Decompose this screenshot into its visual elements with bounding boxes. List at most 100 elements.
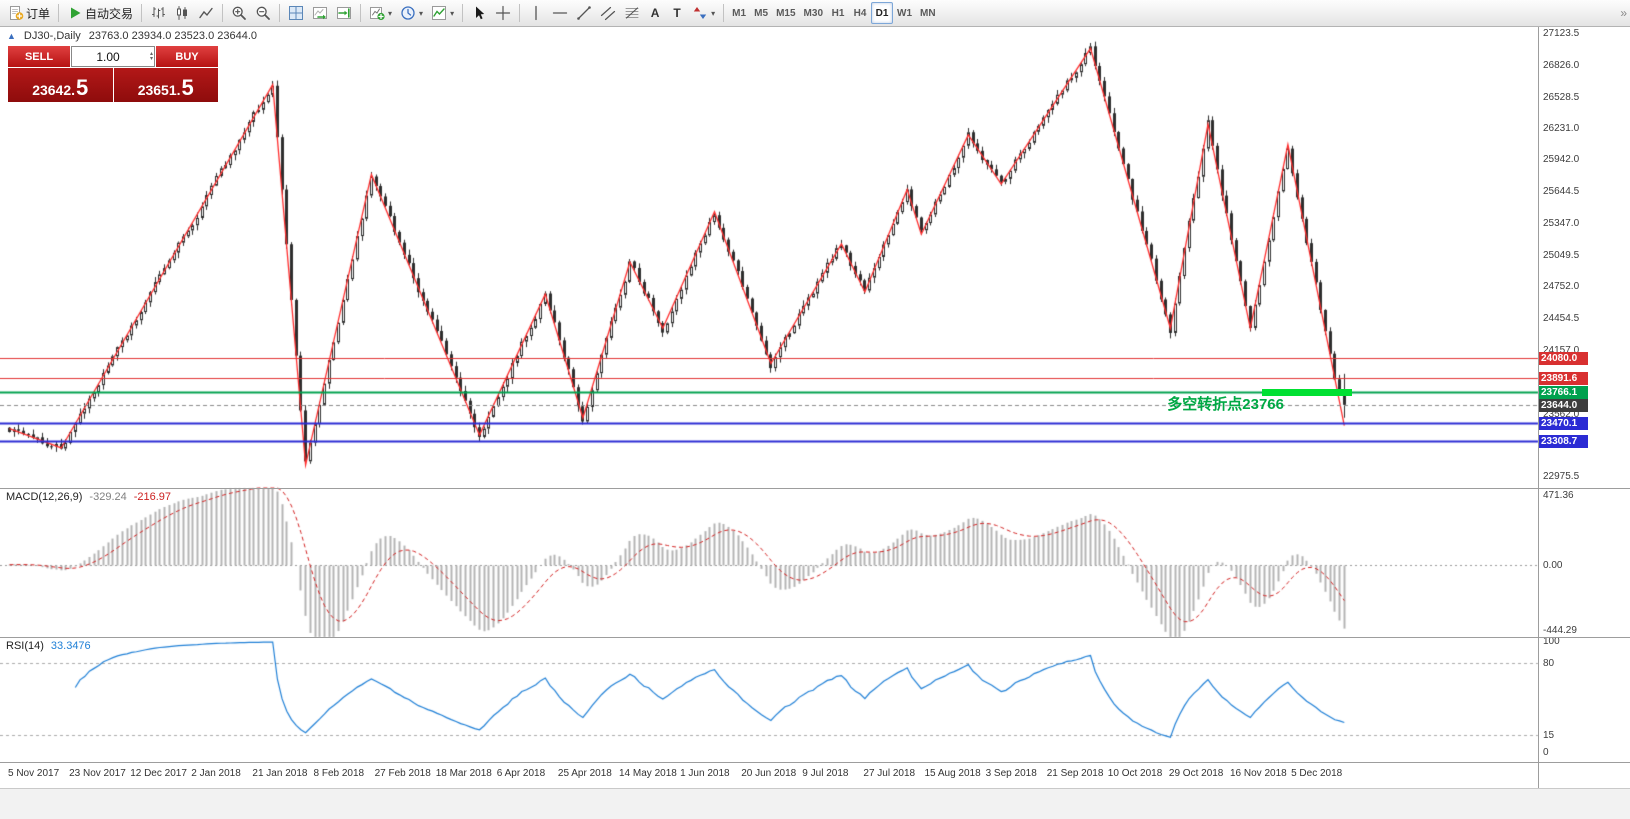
- text-button[interactable]: A: [644, 2, 666, 24]
- date-axis-label: 25 Apr 2018: [557, 768, 612, 779]
- cursor-button[interactable]: [467, 2, 491, 24]
- price-axis-label: 25942.0: [1543, 154, 1580, 166]
- profiles-button[interactable]: ▾: [396, 2, 427, 24]
- macd-panel-separator[interactable]: [0, 488, 1630, 489]
- price-axis-label: 25049.5: [1543, 249, 1580, 261]
- tf-m15-button[interactable]: M15: [772, 2, 799, 24]
- date-axis-label: 29 Oct 2018: [1168, 768, 1224, 779]
- volume-input[interactable]: [72, 47, 154, 66]
- autotrading-button[interactable]: 自动交易: [63, 2, 137, 24]
- rsi-panel-separator[interactable]: [0, 637, 1630, 638]
- pivot-annotation-text[interactable]: 多空转折点23766: [1167, 396, 1284, 413]
- date-axis-label: 3 Sep 2018: [985, 768, 1037, 779]
- tile-windows-button[interactable]: [284, 2, 308, 24]
- macd-signal-value: -216.97: [133, 491, 172, 503]
- tf-m30-button[interactable]: M30: [800, 2, 827, 24]
- price-axis-label: 26826.0: [1543, 59, 1580, 71]
- chart-shift-button[interactable]: [332, 2, 356, 24]
- date-axis-label: 23 Nov 2017: [69, 768, 126, 779]
- price-axis-label: 27123.5: [1543, 28, 1580, 40]
- zoom-out-icon: [255, 5, 271, 21]
- rsi-title: RSI(14): [6, 640, 44, 652]
- indicators-button[interactable]: ▾: [427, 2, 458, 24]
- date-axis-label: 27 Feb 2018: [374, 768, 431, 779]
- buy-price-button[interactable]: 23651. 5: [113, 68, 218, 102]
- sell-button-label: SELL: [24, 50, 54, 63]
- date-axis-label: 12 Dec 2017: [130, 768, 187, 779]
- date-axis-label: 5 Dec 2018: [1291, 768, 1343, 779]
- tf-mn-button[interactable]: MN: [916, 2, 940, 24]
- horizontal-line-icon: [552, 5, 568, 21]
- profiles-icon: [400, 5, 416, 21]
- price-chart-canvas[interactable]: [0, 27, 1630, 819]
- trendline-icon: [576, 5, 592, 21]
- date-axis-label: 9 Jul 2018: [802, 768, 849, 779]
- date-axis-label: 18 Mar 2018: [435, 768, 492, 779]
- tf-m1-label: M1: [732, 7, 747, 19]
- tf-m1-button[interactable]: M1: [728, 2, 750, 24]
- price-axis-label: 24454.5: [1543, 313, 1580, 325]
- price-axis-label: 26231.0: [1543, 123, 1580, 135]
- dropdown-arrow-icon: ▾: [388, 8, 393, 18]
- fibonacci-icon: [624, 5, 640, 21]
- channel-icon: [600, 5, 616, 21]
- tf-h4-label: H4: [853, 7, 867, 19]
- tf-d1-button[interactable]: D1: [871, 2, 893, 24]
- new-chart-button[interactable]: ▾: [365, 2, 396, 24]
- dropdown-arrow-icon: ▾: [419, 8, 424, 18]
- toolbar-separator: [58, 4, 60, 22]
- date-axis-label: 27 Jul 2018: [863, 768, 916, 779]
- toolbar-overflow-button[interactable]: »: [1620, 6, 1627, 20]
- date-axis-separator: [0, 762, 1630, 763]
- buy-price-big-digit: 5: [181, 75, 194, 100]
- rsi-indicator-label: RSI(14) 33.3476: [6, 640, 91, 652]
- toolbar-separator: [141, 4, 143, 22]
- tf-m5-button[interactable]: M5: [750, 2, 772, 24]
- date-axis-label: 21 Jan 2018: [252, 768, 308, 779]
- line-chart-button[interactable]: [194, 2, 218, 24]
- sell-price-button[interactable]: 23642. 5: [8, 68, 113, 102]
- zoom-out-button[interactable]: [251, 2, 275, 24]
- price-axis-label: 26528.5: [1543, 91, 1580, 103]
- date-axis-label: 5 Nov 2017: [8, 768, 60, 779]
- volume-down-icon[interactable]: ▾: [149, 55, 153, 62]
- toolbar-separator: [360, 4, 362, 22]
- rsi-axis-label: 80: [1543, 658, 1555, 670]
- toolbar: 订单 自动交易 ▾ ▾ ▾ A T ▾ M1 M5 M15 M30 H1 H4 D1 W1 MN: [0, 0, 1630, 27]
- pivot-highlight-segment[interactable]: [1262, 389, 1352, 396]
- fibonacci-button[interactable]: [620, 2, 644, 24]
- arrows-button[interactable]: ▾: [688, 2, 719, 24]
- bars-chart-button[interactable]: [146, 2, 170, 24]
- candlestick-chart-button[interactable]: [170, 2, 194, 24]
- one-click-price-row: 23642. 5 23651. 5: [8, 68, 218, 102]
- zoom-in-icon: [231, 5, 247, 21]
- buy-button-label: BUY: [175, 50, 199, 63]
- toolbar-separator: [279, 4, 281, 22]
- equidistant-channel-button[interactable]: [596, 2, 620, 24]
- tf-h1-button[interactable]: H1: [827, 2, 849, 24]
- candlestick-chart-icon: [174, 5, 190, 21]
- buy-button[interactable]: BUY: [156, 46, 218, 67]
- volume-up-icon[interactable]: ▴: [149, 50, 153, 57]
- trendline-button[interactable]: [572, 2, 596, 24]
- tf-w1-button[interactable]: W1: [893, 2, 916, 24]
- cursor-icon: [471, 5, 487, 21]
- toolbar-separator: [723, 4, 725, 22]
- horizontal-line-button[interactable]: [548, 2, 572, 24]
- vertical-line-button[interactable]: [524, 2, 548, 24]
- text-label-button[interactable]: T: [666, 2, 688, 24]
- price-level-tag: 24080.0: [1538, 352, 1588, 366]
- crosshair-button[interactable]: [491, 2, 515, 24]
- sell-button[interactable]: SELL: [8, 46, 70, 67]
- volume-spinner: ▴ ▾: [150, 47, 153, 66]
- crosshair-icon: [495, 5, 511, 21]
- new-order-button[interactable]: 订单: [4, 2, 54, 24]
- one-click-collapse-icon[interactable]: ▲: [7, 31, 16, 41]
- auto-scroll-button[interactable]: [308, 2, 332, 24]
- macd-title: MACD(12,26,9): [6, 491, 83, 503]
- tf-h4-button[interactable]: H4: [849, 2, 871, 24]
- zoom-in-button[interactable]: [227, 2, 251, 24]
- price-level-tag: 23308.7: [1538, 434, 1588, 448]
- autotrading-label: 自动交易: [85, 6, 134, 21]
